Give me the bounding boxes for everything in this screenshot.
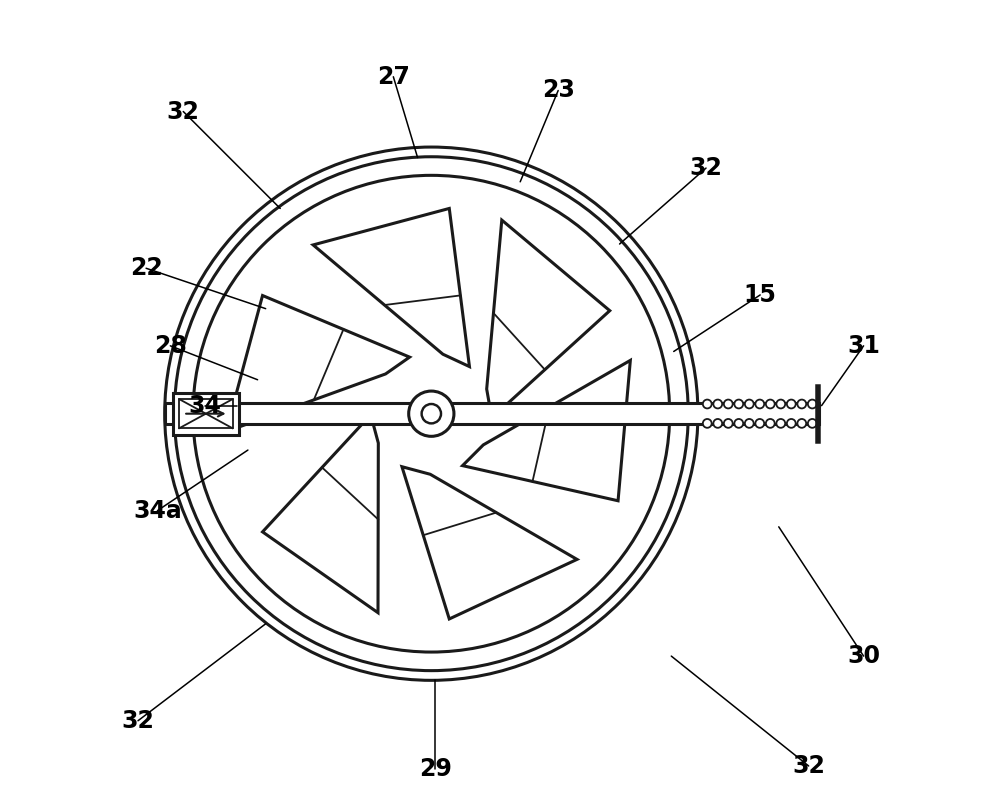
Text: 27: 27 <box>377 65 410 89</box>
Bar <box>173 393 239 435</box>
Circle shape <box>193 175 670 652</box>
Bar <box>179 399 233 428</box>
Text: 31: 31 <box>847 334 880 358</box>
Text: 32: 32 <box>122 709 154 733</box>
Polygon shape <box>226 296 410 431</box>
Circle shape <box>797 419 806 427</box>
Bar <box>165 403 819 424</box>
Text: 30: 30 <box>847 644 880 668</box>
Polygon shape <box>463 360 630 501</box>
Text: 32: 32 <box>167 99 200 124</box>
Circle shape <box>734 419 743 427</box>
Text: 32: 32 <box>690 156 722 180</box>
Circle shape <box>766 419 775 427</box>
Text: 22: 22 <box>130 256 162 280</box>
Text: 32: 32 <box>792 754 825 778</box>
Circle shape <box>174 157 688 671</box>
Circle shape <box>409 391 454 436</box>
Circle shape <box>745 419 754 427</box>
Circle shape <box>734 400 743 408</box>
Circle shape <box>703 400 712 408</box>
Text: 34: 34 <box>189 393 222 418</box>
Circle shape <box>787 419 796 427</box>
Circle shape <box>766 400 775 408</box>
Text: 28: 28 <box>154 334 187 358</box>
Circle shape <box>703 419 712 427</box>
Circle shape <box>422 404 441 423</box>
Text: 23: 23 <box>542 78 575 103</box>
Polygon shape <box>487 220 610 418</box>
Circle shape <box>745 400 754 408</box>
Circle shape <box>797 400 806 408</box>
Text: 34a: 34a <box>133 499 182 523</box>
Text: 29: 29 <box>419 757 452 781</box>
Text: 15: 15 <box>744 283 777 307</box>
Circle shape <box>724 400 733 408</box>
Circle shape <box>713 400 722 408</box>
Circle shape <box>713 419 722 427</box>
Polygon shape <box>313 208 469 367</box>
Circle shape <box>776 419 785 427</box>
Circle shape <box>755 419 764 427</box>
Circle shape <box>808 400 817 408</box>
Circle shape <box>165 147 698 680</box>
Polygon shape <box>263 415 378 612</box>
Polygon shape <box>402 467 577 619</box>
Circle shape <box>808 419 817 427</box>
Circle shape <box>755 400 764 408</box>
Circle shape <box>776 400 785 408</box>
Circle shape <box>787 400 796 408</box>
Circle shape <box>724 419 733 427</box>
